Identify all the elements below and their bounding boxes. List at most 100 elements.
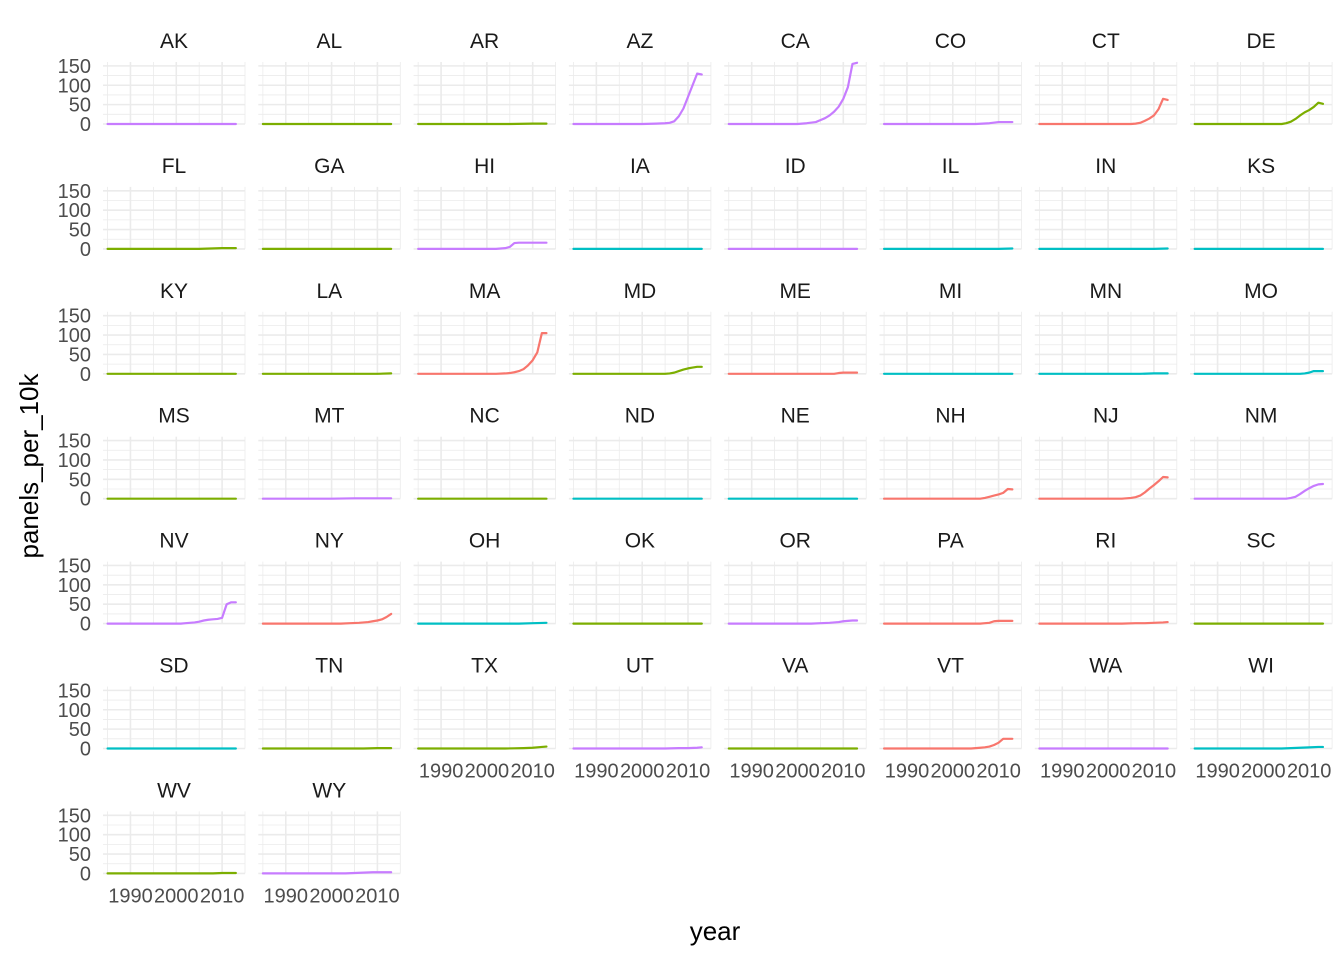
x-axis-title: year — [690, 916, 741, 946]
facet-panel-ct: CT — [1034, 30, 1178, 126]
facet-panel-hi: HI — [413, 155, 556, 250]
y-tick-label: 100 — [58, 75, 91, 97]
x-tick-label: 2010 — [200, 885, 245, 907]
series-line-mo — [1193, 369, 1325, 375]
y-tick-label: 100 — [58, 575, 91, 597]
series-line-nm — [1193, 482, 1325, 500]
x-tick-label: 1990 — [1040, 761, 1085, 783]
x-tick-label: 2000 — [1241, 761, 1286, 783]
facet-strip-label: CT — [1092, 30, 1120, 53]
facet-panel-in: IN — [1034, 155, 1178, 250]
series-line-fl — [106, 247, 237, 250]
x-tick-label: 2010 — [510, 761, 555, 783]
y-axis-title: panels_per_10k — [14, 372, 44, 558]
facet-strip-label: OK — [625, 530, 655, 553]
facet-panel-mi: MI — [879, 280, 1022, 375]
facet-strip-label: NV — [159, 530, 188, 553]
x-tick-label: 2010 — [976, 761, 1021, 783]
y-tick-label: 150 — [58, 555, 91, 577]
facet-panel-de: DE — [1190, 30, 1333, 126]
facet-panel-vt: VT 1990 2000 2010 — [879, 655, 1022, 783]
facet-strip-label: FL — [162, 155, 187, 178]
facet-strip-label: AR — [470, 30, 499, 53]
facet-strip-label: NH — [935, 405, 965, 428]
facet-strip-label: TX — [471, 655, 498, 678]
facet-strip-label: NE — [781, 405, 810, 428]
facet-strip-label: OR — [779, 530, 811, 553]
facet-panel-ut: UT 1990 2000 2010 — [568, 655, 712, 783]
y-tick-label: 0 — [80, 239, 91, 261]
x-tick-label: 1990 — [885, 761, 930, 783]
facet-panel-az: AZ — [568, 30, 712, 126]
facet-panel-ny: NY — [258, 530, 401, 625]
facet-strip-label: VT — [937, 655, 964, 678]
x-tick-label: 1990 — [729, 761, 774, 783]
y-tick-label: 150 — [58, 181, 91, 203]
y-tick-label: 150 — [58, 680, 91, 702]
y-tick-label: 50 — [69, 594, 91, 616]
series-line-ma — [417, 332, 548, 375]
facet-panel-ks: KS — [1190, 155, 1333, 250]
y-tick-label: 0 — [80, 114, 91, 136]
series-line-ny — [261, 612, 393, 625]
y-tick-label: 150 — [58, 805, 91, 827]
x-tick-label: 2010 — [1132, 761, 1177, 783]
facet-strip-label: IN — [1095, 155, 1116, 178]
facet-panel-nh: NH — [879, 405, 1022, 500]
series-line-pa — [882, 619, 1014, 625]
facet-panel-mo: MO — [1190, 280, 1333, 375]
y-tick-label: 0 — [80, 489, 91, 511]
facet-strip-label: MA — [469, 280, 501, 303]
facet-panel-wa: WA 1990 2000 2010 — [1034, 655, 1178, 783]
facet-strip-label: OH — [469, 530, 501, 553]
facet-strip-label: ME — [779, 280, 811, 303]
facet-panel-nj: NJ — [1034, 405, 1178, 500]
facet-panel-tn: TN — [258, 655, 401, 750]
y-tick-label: 50 — [69, 844, 91, 866]
x-tick-label: 2010 — [666, 761, 711, 783]
facet-strip-label: CO — [935, 30, 967, 53]
facet-strip-label: RI — [1095, 530, 1116, 553]
x-tick-label: 2010 — [355, 885, 400, 907]
facet-panel-mt: MT — [258, 405, 401, 500]
facet-strip-label: LA — [316, 280, 342, 303]
y-tick-label: 50 — [69, 95, 91, 117]
facet-strip-label: ND — [625, 405, 655, 428]
y-tick-label: 100 — [58, 200, 91, 222]
facet-panel-oh: OH — [413, 530, 556, 625]
facet-panel-mn: MN — [1034, 280, 1178, 375]
facet-panel-wy: WY 1990 2000 2010 — [258, 779, 401, 907]
series-line-co — [882, 120, 1014, 126]
facet-strip-label: DE — [1247, 30, 1276, 53]
y-tick-label: 50 — [69, 220, 91, 242]
series-line-de — [1193, 101, 1325, 126]
facet-strip-label: SC — [1247, 530, 1276, 553]
x-tick-label: 2000 — [620, 761, 665, 783]
facet-panel-ne: NE — [724, 405, 867, 500]
facet-strip-label: KY — [160, 280, 188, 303]
x-tick-label: 2010 — [821, 761, 866, 783]
facet-strip-label: GA — [314, 155, 344, 178]
x-tick-label: 1990 — [574, 761, 619, 783]
y-tick-label: 100 — [58, 325, 91, 347]
facet-panel-or: OR — [724, 530, 867, 625]
series-line-ut — [572, 746, 703, 750]
y-tick-label: 150 — [58, 56, 91, 78]
y-tick-label: 0 — [80, 364, 91, 386]
facet-strip-label: AK — [160, 30, 188, 53]
x-tick-label: 2000 — [931, 761, 976, 783]
facet-strip-label: NC — [469, 405, 499, 428]
facet-strip-label: IA — [630, 155, 650, 178]
facet-panel-co: CO — [879, 30, 1022, 126]
facet-strip-label: MN — [1089, 280, 1122, 303]
facet-panel-nd: ND — [568, 405, 712, 500]
facet-strip-label: AZ — [626, 30, 653, 53]
facet-strip-label: MD — [624, 280, 657, 303]
x-tick-label: 1990 — [419, 761, 464, 783]
